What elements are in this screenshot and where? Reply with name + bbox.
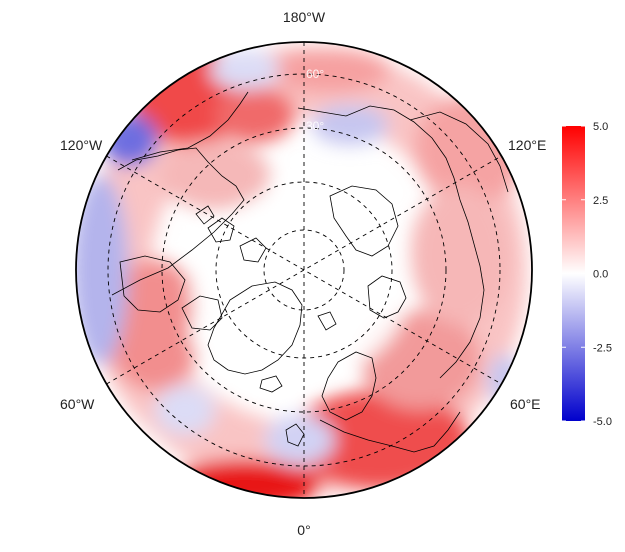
- coastline-hudson-bay: [119, 255, 186, 313]
- coastline-taimyr: [329, 185, 399, 257]
- coastline-svalbard: [317, 311, 337, 331]
- lon-label-180w: 180°W: [283, 9, 326, 25]
- coastline-siberia: [297, 105, 485, 291]
- colorbar-tick-label: 0.0: [593, 269, 608, 281]
- colorbar-tick-label: -5.0: [593, 416, 612, 428]
- colorbar-gradient: [562, 126, 585, 421]
- lon-label-120w: 120°W: [60, 137, 103, 153]
- coastlines: [111, 91, 509, 453]
- colorbar-tick-label: -2.5: [593, 342, 612, 354]
- lat-label-30-a: 30°: [306, 119, 324, 133]
- graticule: [106, 42, 502, 498]
- colorbar-tick-label: 2.5: [593, 195, 608, 207]
- coastline-greenland: [207, 281, 303, 375]
- lat-label-30-b: 30°: [306, 213, 324, 227]
- colorbar-ticks: 5.0 2.5 0.0 -2.5 -5.0: [562, 121, 612, 428]
- map-boundary: [75, 41, 533, 499]
- colorbar: 5.0 2.5 0.0 -2.5 -5.0: [562, 121, 612, 428]
- coastline-arctic-islands: [195, 205, 267, 263]
- coastline-canada: [111, 147, 245, 296]
- lon-label-60e: 60°E: [510, 396, 541, 412]
- lat-circle-75: [263, 229, 345, 311]
- lon-label-0: 0°: [297, 522, 310, 538]
- coastline-europe: [319, 411, 461, 453]
- colorbar-tick-label: 5.0: [593, 121, 608, 133]
- lat-circle-45: [161, 127, 447, 413]
- coastline-novaya-zemlya: [367, 275, 407, 319]
- coastline-scandinavia: [321, 351, 377, 421]
- lon-label-120e: 120°E: [508, 137, 546, 153]
- coastline-alaska: [131, 91, 249, 161]
- coastline-british-isles: [285, 423, 305, 447]
- coastline-asia-interior: [409, 111, 509, 379]
- coastline-iceland: [259, 375, 283, 393]
- coastline-baffin-island: [181, 295, 223, 331]
- anomaly-patches: [76, 45, 527, 498]
- lon-label-60w: 60°W: [60, 396, 95, 412]
- lat-label-60: 60°: [306, 67, 324, 81]
